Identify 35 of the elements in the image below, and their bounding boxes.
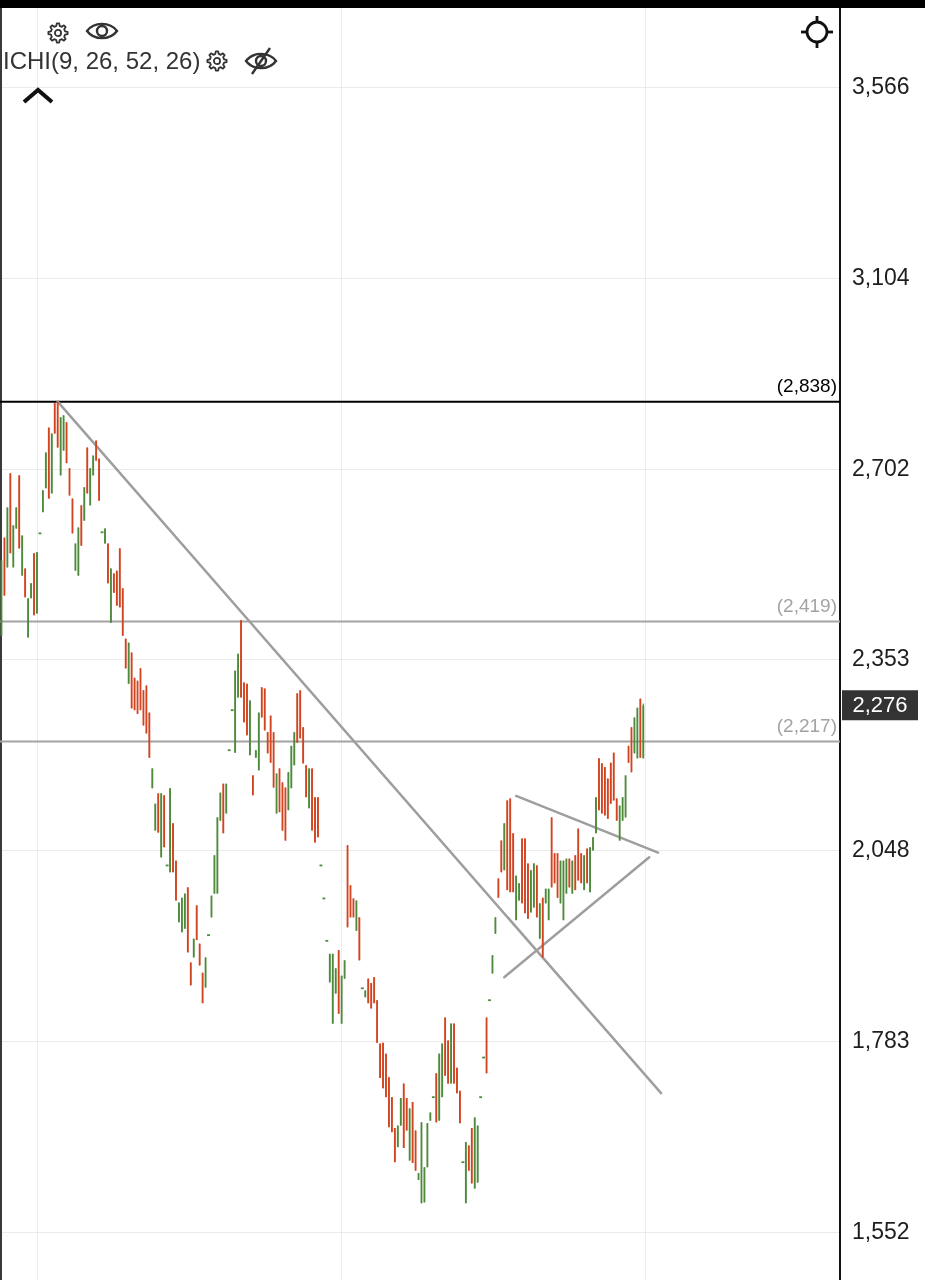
y-tick-label: 2,353 [852,644,910,671]
ref-line-label: (2,419) [776,595,837,617]
candlestick [180,897,183,933]
y-tick-label: 2,702 [852,454,910,481]
candlestick [27,597,30,639]
candlestick [33,552,35,616]
ref-line-label: (2,838) [776,375,837,397]
y-tick-label: 1,783 [852,1026,910,1053]
candlestick [497,877,500,899]
annotation: ICHI(9, 26, 52, 26) [3,47,201,75]
candlestick [431,1096,435,1099]
ref-line-label: (2,217) [776,715,837,737]
candlestick [246,683,248,736]
candlestick [598,757,600,811]
candlestick [308,767,310,809]
candlestick [249,700,251,756]
candlestick [595,796,597,834]
text: 2,276 [852,692,908,718]
y-tick-label: 2,048 [852,835,910,862]
candlestick [479,1096,483,1099]
candlestick [227,749,231,752]
candlestick [325,939,329,942]
candlestick [488,999,491,1002]
candlestick [360,987,364,990]
candlestick [30,582,32,599]
candlestick [169,787,171,873]
y-tick-label: 3,566 [852,72,910,99]
candlestick [36,551,38,615]
y-tick-label: 1,552 [852,1217,910,1244]
candlestick [600,762,603,814]
candlestick [110,567,112,624]
candlestick [450,1023,452,1085]
candlestick [104,528,106,545]
y-tick-label: 3,104 [852,263,910,290]
candlestick [107,543,109,584]
